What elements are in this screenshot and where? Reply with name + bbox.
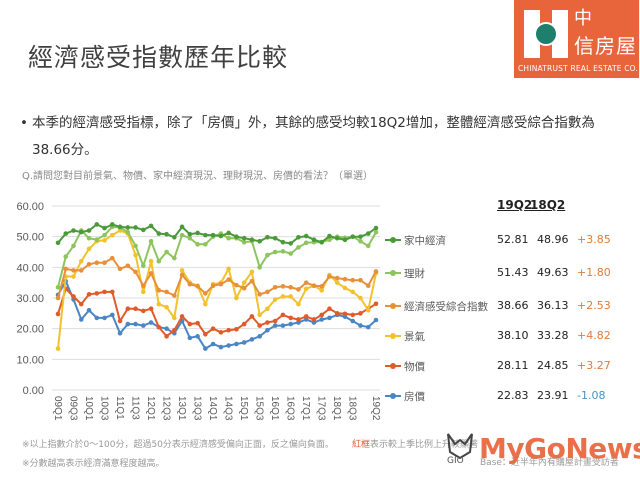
page-title: 經濟感受指數歷年比較 bbox=[28, 43, 289, 72]
svg-text:10Q3: 10Q3 bbox=[99, 396, 110, 421]
chinatrust-logo: 中 信房屋 CHINATRUST REAL ESTATE CO. bbox=[514, 0, 639, 78]
svg-text:18Q1: 18Q1 bbox=[331, 396, 342, 421]
value-19q2: 38.10 bbox=[497, 329, 529, 342]
legend-label: 景氣 bbox=[404, 330, 425, 343]
svg-text:20.00: 20.00 bbox=[16, 324, 44, 336]
value-19q2: 52.81 bbox=[497, 233, 529, 246]
value-row: 52.81 48.96 +3.85 bbox=[497, 233, 611, 246]
value-diff: +2.53 bbox=[577, 299, 611, 312]
legend-item: 物價 bbox=[385, 358, 425, 374]
svg-text:18Q3: 18Q3 bbox=[347, 396, 358, 421]
value-diff: +3.27 bbox=[577, 359, 611, 372]
gio-fox-icon bbox=[447, 433, 473, 460]
legend-item: 理財 bbox=[385, 265, 425, 281]
svg-text:50.00: 50.00 bbox=[16, 232, 44, 244]
svg-text:15Q1: 15Q1 bbox=[238, 396, 249, 421]
svg-text:40.00: 40.00 bbox=[16, 262, 44, 274]
red-box-text: 表示較上季比例上升較顯著 bbox=[370, 440, 479, 450]
red-box-label: 紅框 bbox=[352, 440, 371, 450]
value-row: 28.11 24.85 +3.27 bbox=[497, 359, 611, 372]
svg-text:10Q1: 10Q1 bbox=[83, 396, 94, 421]
legend-label: 經濟感受綜合指數 bbox=[404, 300, 488, 313]
svg-text:17Q1: 17Q1 bbox=[300, 396, 311, 421]
svg-text:09Q1: 09Q1 bbox=[52, 396, 63, 421]
value-18q2: 36.13 bbox=[537, 299, 569, 312]
line-chart: 0.00 10.00 20.00 30.00 40.00 50.00 60.00 09Q1 09… bbox=[0, 190, 400, 430]
mygonews-watermark: GIO MyGoNews bbox=[445, 432, 640, 472]
value-18q2: 24.85 bbox=[537, 359, 569, 372]
svg-text:60.00: 60.00 bbox=[16, 201, 44, 213]
summary-line1: 本季的經濟感受指標，除了「房價」外，其餘的感受均較18Q2增加，整體經濟感受綜合… bbox=[32, 115, 595, 131]
legend-marker-icon bbox=[385, 363, 401, 369]
legend-item: 房價 bbox=[385, 388, 425, 404]
footnote-red-box: 紅框表示較上季比例上升較顯著 bbox=[352, 437, 478, 450]
legend-marker-icon bbox=[385, 237, 401, 243]
svg-text:13Q1: 13Q1 bbox=[176, 396, 187, 421]
svg-text:19Q2: 19Q2 bbox=[370, 396, 381, 421]
summary-line2: 38.66分。 bbox=[32, 142, 98, 158]
value-diff: +1.80 bbox=[577, 266, 611, 279]
series-line bbox=[57, 286, 377, 338]
value-19q2: 38.66 bbox=[497, 299, 529, 312]
svg-text:15Q3: 15Q3 bbox=[254, 396, 265, 421]
value-19q2: 28.11 bbox=[497, 359, 529, 372]
value-19q2: 51.43 bbox=[497, 266, 529, 279]
bullet-icon: • bbox=[20, 115, 28, 131]
svg-text:11Q1: 11Q1 bbox=[114, 396, 125, 420]
value-row: 38.66 36.13 +2.53 bbox=[497, 299, 611, 312]
legend-marker-icon bbox=[385, 333, 401, 339]
survey-question: Q.請問您對目前景氣、物價、家中經濟現況、理財現況、房價的看法？（單選） bbox=[22, 171, 374, 182]
legend-label: 房價 bbox=[404, 390, 425, 403]
value-18q2: 48.96 bbox=[537, 233, 569, 246]
value-18q2: 23.91 bbox=[537, 389, 569, 402]
svg-text:12Q1: 12Q1 bbox=[145, 396, 156, 421]
value-18q2: 49.63 bbox=[537, 266, 569, 279]
legend-label: 家中經濟 bbox=[404, 234, 446, 247]
footnote-1: ※以上指數介於0～100分，超過50分表示經濟感受偏向正面，反之偏向負面。 bbox=[22, 440, 334, 450]
value-row: 22.83 23.91 -1.08 bbox=[497, 389, 605, 402]
footnote-base: Base：近半年內有購屋計畫受訪者 bbox=[480, 458, 619, 468]
svg-text:10.00: 10.00 bbox=[16, 354, 44, 366]
col-header-18q2: 18Q2 bbox=[530, 198, 566, 212]
svg-text:30.00: 30.00 bbox=[16, 293, 44, 305]
legend-marker-icon bbox=[385, 270, 401, 276]
svg-text:09Q3: 09Q3 bbox=[68, 396, 79, 421]
legend-item: 家中經濟 bbox=[385, 232, 446, 248]
svg-text:12Q3: 12Q3 bbox=[161, 396, 172, 421]
svg-text:0.00: 0.00 bbox=[23, 385, 44, 397]
legend-label: 物價 bbox=[404, 360, 425, 373]
svg-text:16Q1: 16Q1 bbox=[269, 396, 280, 421]
svg-text:13Q3: 13Q3 bbox=[192, 396, 203, 421]
mygonews-brand: MyGoNews bbox=[479, 432, 640, 465]
value-19q2: 22.83 bbox=[497, 389, 529, 402]
value-diff: -1.08 bbox=[577, 389, 606, 402]
svg-text:17Q3: 17Q3 bbox=[316, 396, 327, 421]
legend-label: 理財 bbox=[404, 267, 425, 280]
legend-item: 經濟感受綜合指數 bbox=[385, 298, 488, 314]
value-18q2: 33.28 bbox=[537, 329, 569, 342]
col-header-19q2: 19Q2 bbox=[497, 198, 533, 212]
logo-mark-icon bbox=[524, 10, 568, 58]
value-row: 51.43 49.63 +1.80 bbox=[497, 266, 611, 279]
legend-marker-icon bbox=[385, 393, 401, 399]
value-row: 38.10 33.28 +4.82 bbox=[497, 329, 611, 342]
svg-text:11Q3: 11Q3 bbox=[130, 396, 141, 420]
logo-cn-line2: 信房屋 bbox=[574, 34, 637, 58]
svg-text:14Q1: 14Q1 bbox=[207, 396, 218, 421]
logo-cn-line1: 中 bbox=[574, 8, 592, 29]
value-diff: +3.85 bbox=[577, 233, 611, 246]
legend-item: 景氣 bbox=[385, 328, 425, 344]
logo-en: CHINATRUST REAL ESTATE CO. bbox=[518, 64, 639, 73]
footnote-2: ※分數越高表示經濟滿意程度越高。 bbox=[22, 459, 165, 469]
value-diff: +4.82 bbox=[577, 329, 611, 342]
svg-text:14Q3: 14Q3 bbox=[223, 396, 234, 421]
legend-marker-icon bbox=[385, 303, 401, 309]
gio-text: GIO bbox=[447, 456, 464, 466]
chart-plot: 0.00 10.00 20.00 30.00 40.00 50.00 60.00 09Q1 09… bbox=[16, 201, 381, 421]
svg-text:16Q3: 16Q3 bbox=[285, 396, 296, 421]
globe-icon bbox=[534, 22, 558, 46]
